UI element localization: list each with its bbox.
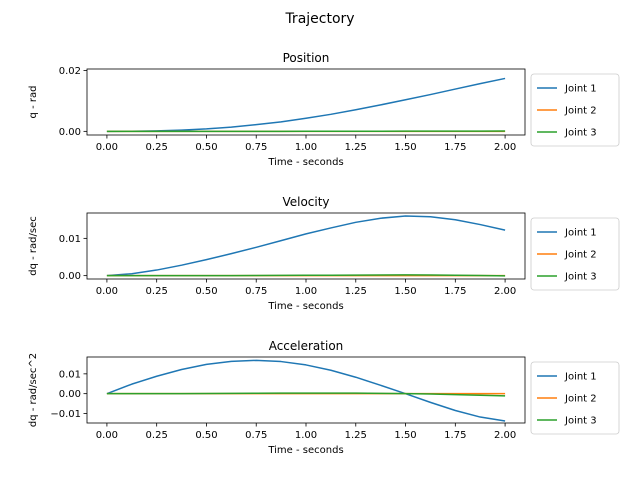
legend-box <box>530 217 620 291</box>
subplot-title: Position <box>283 51 330 65</box>
x-tick-label: 1.50 <box>394 430 416 441</box>
x-axis-label: Time - seconds <box>267 157 343 168</box>
x-tick-label: 2.00 <box>494 286 516 297</box>
legend-box <box>530 73 620 147</box>
series-line-joint-3 <box>106 274 506 277</box>
x-tick-label: 1.00 <box>295 286 317 297</box>
x-tick-label: 0.50 <box>195 142 217 153</box>
y-tick-label: 0.00 <box>59 271 81 282</box>
y-axis-label: dq - rad/sec <box>28 216 39 275</box>
legend: Joint 1 Joint 2 Joint 3 <box>530 361 620 435</box>
figure-title: Trajectory <box>284 11 354 27</box>
x-tick-label: 1.75 <box>444 142 466 153</box>
series-line-joint-1 <box>106 359 506 422</box>
y-tick-label: 0.02 <box>59 66 81 77</box>
y-tick-label: 0.00 <box>59 127 81 138</box>
x-tick-label: 0.00 <box>96 142 118 153</box>
y-tick-label: 0.01 <box>59 369 81 380</box>
x-tick-label: 0.75 <box>245 142 267 153</box>
legend-label-joint-3: Joint 3 <box>564 272 597 283</box>
x-tick-label: 0.75 <box>245 286 267 297</box>
x-tick-label: 1.50 <box>394 286 416 297</box>
x-tick-label: 1.50 <box>394 142 416 153</box>
y-tick-label: −0.01 <box>50 409 81 420</box>
y-tick-label: 0.01 <box>59 234 81 245</box>
series-line-joint-3 <box>106 392 506 397</box>
x-tick-label: 1.75 <box>444 286 466 297</box>
legend-label-joint-1: Joint 1 <box>564 84 597 95</box>
x-tick-label: 1.25 <box>345 430 367 441</box>
x-tick-label: 0.50 <box>195 430 217 441</box>
legend-box <box>530 361 620 435</box>
y-tick-label: 0.00 <box>59 389 81 400</box>
legend-label-joint-3: Joint 3 <box>564 128 597 139</box>
x-tick-label: 0.00 <box>96 430 118 441</box>
y-axis-label: dq - rad/sec^2 <box>28 353 39 427</box>
subplots: Position 0.00 0.25 0.50 0.75 1.00 1.25 1.50 1.75… <box>28 51 620 456</box>
series-line-joint-1 <box>106 77 506 133</box>
x-tick-label: 0.25 <box>146 430 168 441</box>
x-axis-label: Time - seconds <box>267 301 343 312</box>
legend-label-joint-3: Joint 3 <box>564 416 597 427</box>
subplot-2: Velocity 0.00 0.25 0.50 0.75 1.00 1.25 1.50 1.75… <box>28 195 620 312</box>
x-tick-label: 0.25 <box>146 286 168 297</box>
legend-label-joint-2: Joint 2 <box>564 250 597 261</box>
x-tick-label: 1.25 <box>345 286 367 297</box>
subplot-title: Velocity <box>282 195 329 209</box>
x-tick-label: 1.00 <box>295 430 317 441</box>
subplot-title: Acceleration <box>269 339 344 353</box>
x-tick-label: 0.00 <box>96 286 118 297</box>
series-line-joint-1 <box>106 215 506 277</box>
x-axis-label: Time - seconds <box>267 445 343 456</box>
x-tick-label: 1.00 <box>295 142 317 153</box>
x-tick-label: 0.50 <box>195 286 217 297</box>
x-tick-label: 2.00 <box>494 430 516 441</box>
subplot-3: Acceleration 0.00 0.25 0.50 0.75 1.00 1.25 1.50… <box>28 339 620 456</box>
subplot-1: Position 0.00 0.25 0.50 0.75 1.00 1.25 1.50 1.75… <box>28 51 620 168</box>
legend-label-joint-1: Joint 1 <box>564 228 597 239</box>
legend: Joint 1 Joint 2 Joint 3 <box>530 217 620 291</box>
legend-label-joint-2: Joint 2 <box>564 106 597 117</box>
x-tick-label: 2.00 <box>494 142 516 153</box>
x-tick-label: 1.75 <box>444 430 466 441</box>
y-axis-label: q - rad <box>28 86 39 119</box>
legend-label-joint-2: Joint 2 <box>564 394 597 405</box>
legend: Joint 1 Joint 2 Joint 3 <box>530 73 620 147</box>
x-tick-label: 0.25 <box>146 142 168 153</box>
x-tick-label: 1.25 <box>345 142 367 153</box>
legend-label-joint-1: Joint 1 <box>564 372 597 383</box>
x-tick-label: 0.75 <box>245 430 267 441</box>
